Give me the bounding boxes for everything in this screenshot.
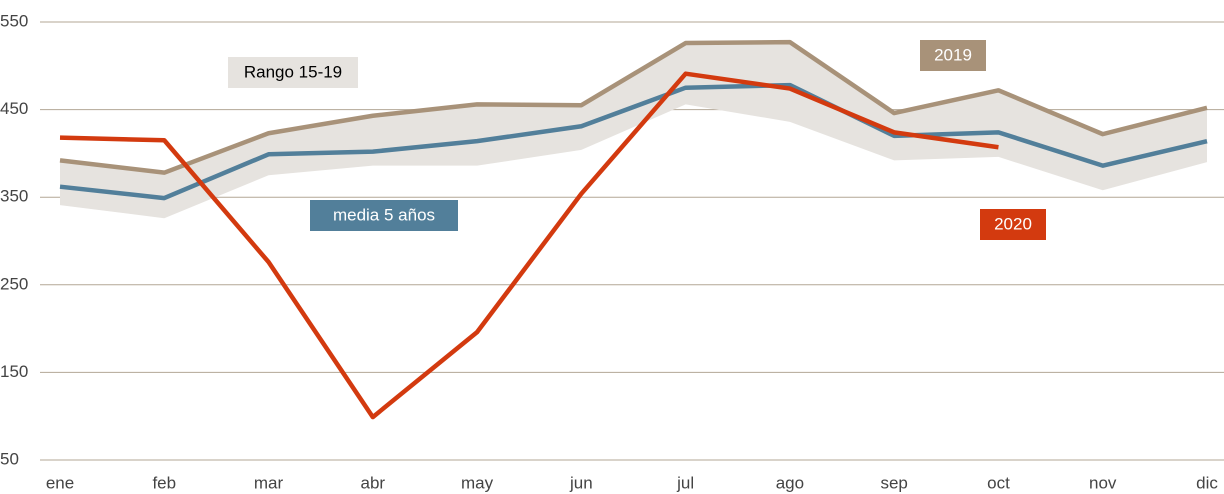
- y-tick-label: 450: [0, 99, 28, 118]
- y-tick-label: 150: [0, 362, 28, 381]
- x-tick-label: sep: [880, 473, 907, 492]
- y-tick-label: 550: [0, 11, 28, 30]
- series-line: [59, 71, 999, 420]
- x-tick-label: abr: [361, 473, 386, 492]
- x-tick-label: oct: [987, 473, 1010, 492]
- legend-box: [980, 209, 1046, 240]
- y-tick-label: 250: [0, 274, 28, 293]
- x-tick-label: may: [461, 473, 494, 492]
- legend-label: Rango 15-19: [244, 62, 342, 81]
- x-tick-label: feb: [152, 473, 176, 492]
- x-tick-label: jul: [676, 473, 694, 492]
- x-tick-label: jun: [569, 473, 593, 492]
- legend-label: 2019: [934, 45, 972, 64]
- legend-label: 2020: [994, 214, 1032, 233]
- x-tick-label: dic: [1196, 473, 1218, 492]
- x-tick-label: ene: [46, 473, 74, 492]
- legend-box: [920, 40, 986, 71]
- series-line: [59, 39, 1208, 175]
- x-tick-label: nov: [1089, 473, 1117, 492]
- legend-label: media 5 años: [333, 205, 435, 224]
- x-tick-label: mar: [254, 473, 284, 492]
- legend-box: [310, 200, 458, 231]
- legend-box: [228, 57, 358, 88]
- y-tick-label: 350: [0, 187, 28, 206]
- x-tick-label: ago: [776, 473, 804, 492]
- y-tick-label: 50: [0, 449, 19, 468]
- series-line: [59, 82, 1208, 201]
